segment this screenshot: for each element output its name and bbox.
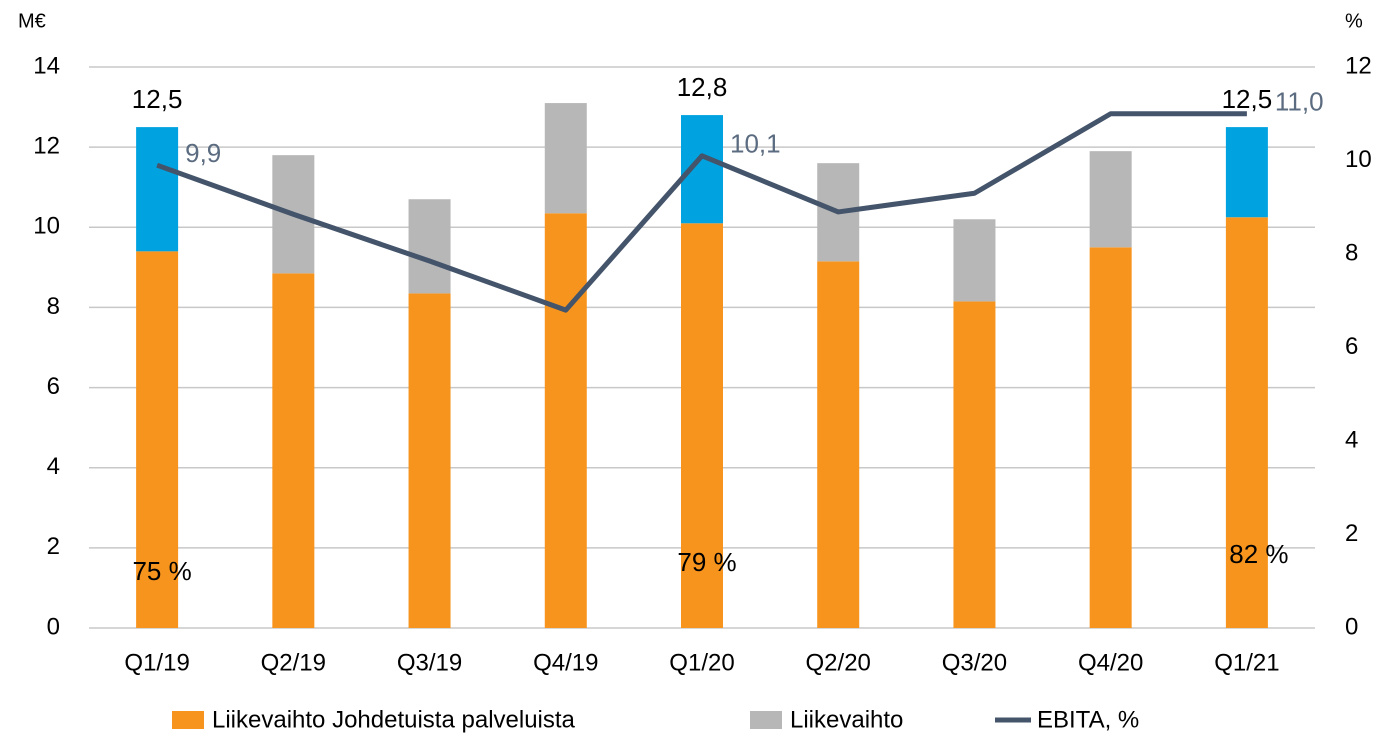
x-tick-label: Q4/20 — [1078, 649, 1143, 676]
x-tick-label: Q2/20 — [806, 649, 871, 676]
bar-segment — [136, 127, 179, 252]
bar-segment — [953, 219, 996, 302]
bar-segment — [272, 273, 315, 628]
x-tick-label: Q4/19 — [533, 649, 598, 676]
share-label: 82 % — [1229, 539, 1288, 569]
y-tick-label: 10 — [33, 213, 60, 240]
bar-segment — [953, 301, 996, 628]
total-label: 12,8 — [677, 72, 728, 102]
legend-label: Liikevaihto — [790, 706, 903, 733]
y2-tick-label: 6 — [1345, 333, 1358, 360]
bar-segment — [544, 103, 587, 214]
bar-segment — [817, 261, 860, 628]
bar-segment — [1089, 151, 1132, 248]
bar-segment — [1225, 127, 1268, 218]
y-tick-label: 14 — [33, 52, 60, 79]
y2-tick-label: 12 — [1345, 52, 1372, 79]
y-tick-label: 0 — [47, 613, 60, 640]
y2-tick-label: 0 — [1345, 613, 1358, 640]
total-label: 12,5 — [132, 84, 183, 114]
bar-segment — [1225, 217, 1268, 628]
bar-segment — [408, 199, 451, 294]
x-tick-label: Q3/20 — [942, 649, 1007, 676]
share-label: 75 % — [132, 556, 191, 586]
y2-tick-label: 10 — [1345, 146, 1372, 173]
y-unit: M€ — [18, 10, 46, 32]
y2-tick-label: 8 — [1345, 239, 1358, 266]
total-label: 12,5 — [1222, 84, 1273, 114]
line — [156, 111, 1247, 313]
x-tick-label: Q1/19 — [124, 649, 189, 676]
y-tick-label: 12 — [33, 132, 60, 159]
legend-label: Liikevaihto Johdetuista palveluista — [212, 706, 576, 733]
y-tick-label: 8 — [47, 293, 60, 320]
bar-segment — [1089, 247, 1132, 629]
legend-label: EBITA, % — [1037, 706, 1139, 733]
bar-segment — [681, 223, 723, 628]
x-tick-label: Q3/19 — [397, 649, 462, 676]
x-tick-label: Q1/21 — [1214, 649, 1279, 676]
line-label: 9,9 — [185, 138, 221, 168]
line-label: 10,1 — [730, 129, 781, 159]
y2-tick-label: 4 — [1345, 426, 1358, 453]
y-tick-label: 6 — [47, 373, 60, 400]
bar-segment — [544, 213, 587, 628]
bar-segment — [136, 251, 179, 629]
legend-swatch — [750, 711, 782, 729]
y2-unit: % — [1345, 10, 1363, 32]
y2-tick-label: 2 — [1345, 520, 1358, 547]
y-tick-label: 2 — [47, 533, 60, 560]
x-tick-label: Q2/19 — [261, 649, 326, 676]
share-label: 79 % — [677, 547, 736, 577]
bar-segment — [408, 293, 451, 628]
x-tick-label: Q1/20 — [669, 649, 734, 676]
y-tick-label: 4 — [47, 453, 60, 480]
legend-swatch — [172, 711, 204, 729]
line-label: 11,0 — [1275, 87, 1324, 117]
